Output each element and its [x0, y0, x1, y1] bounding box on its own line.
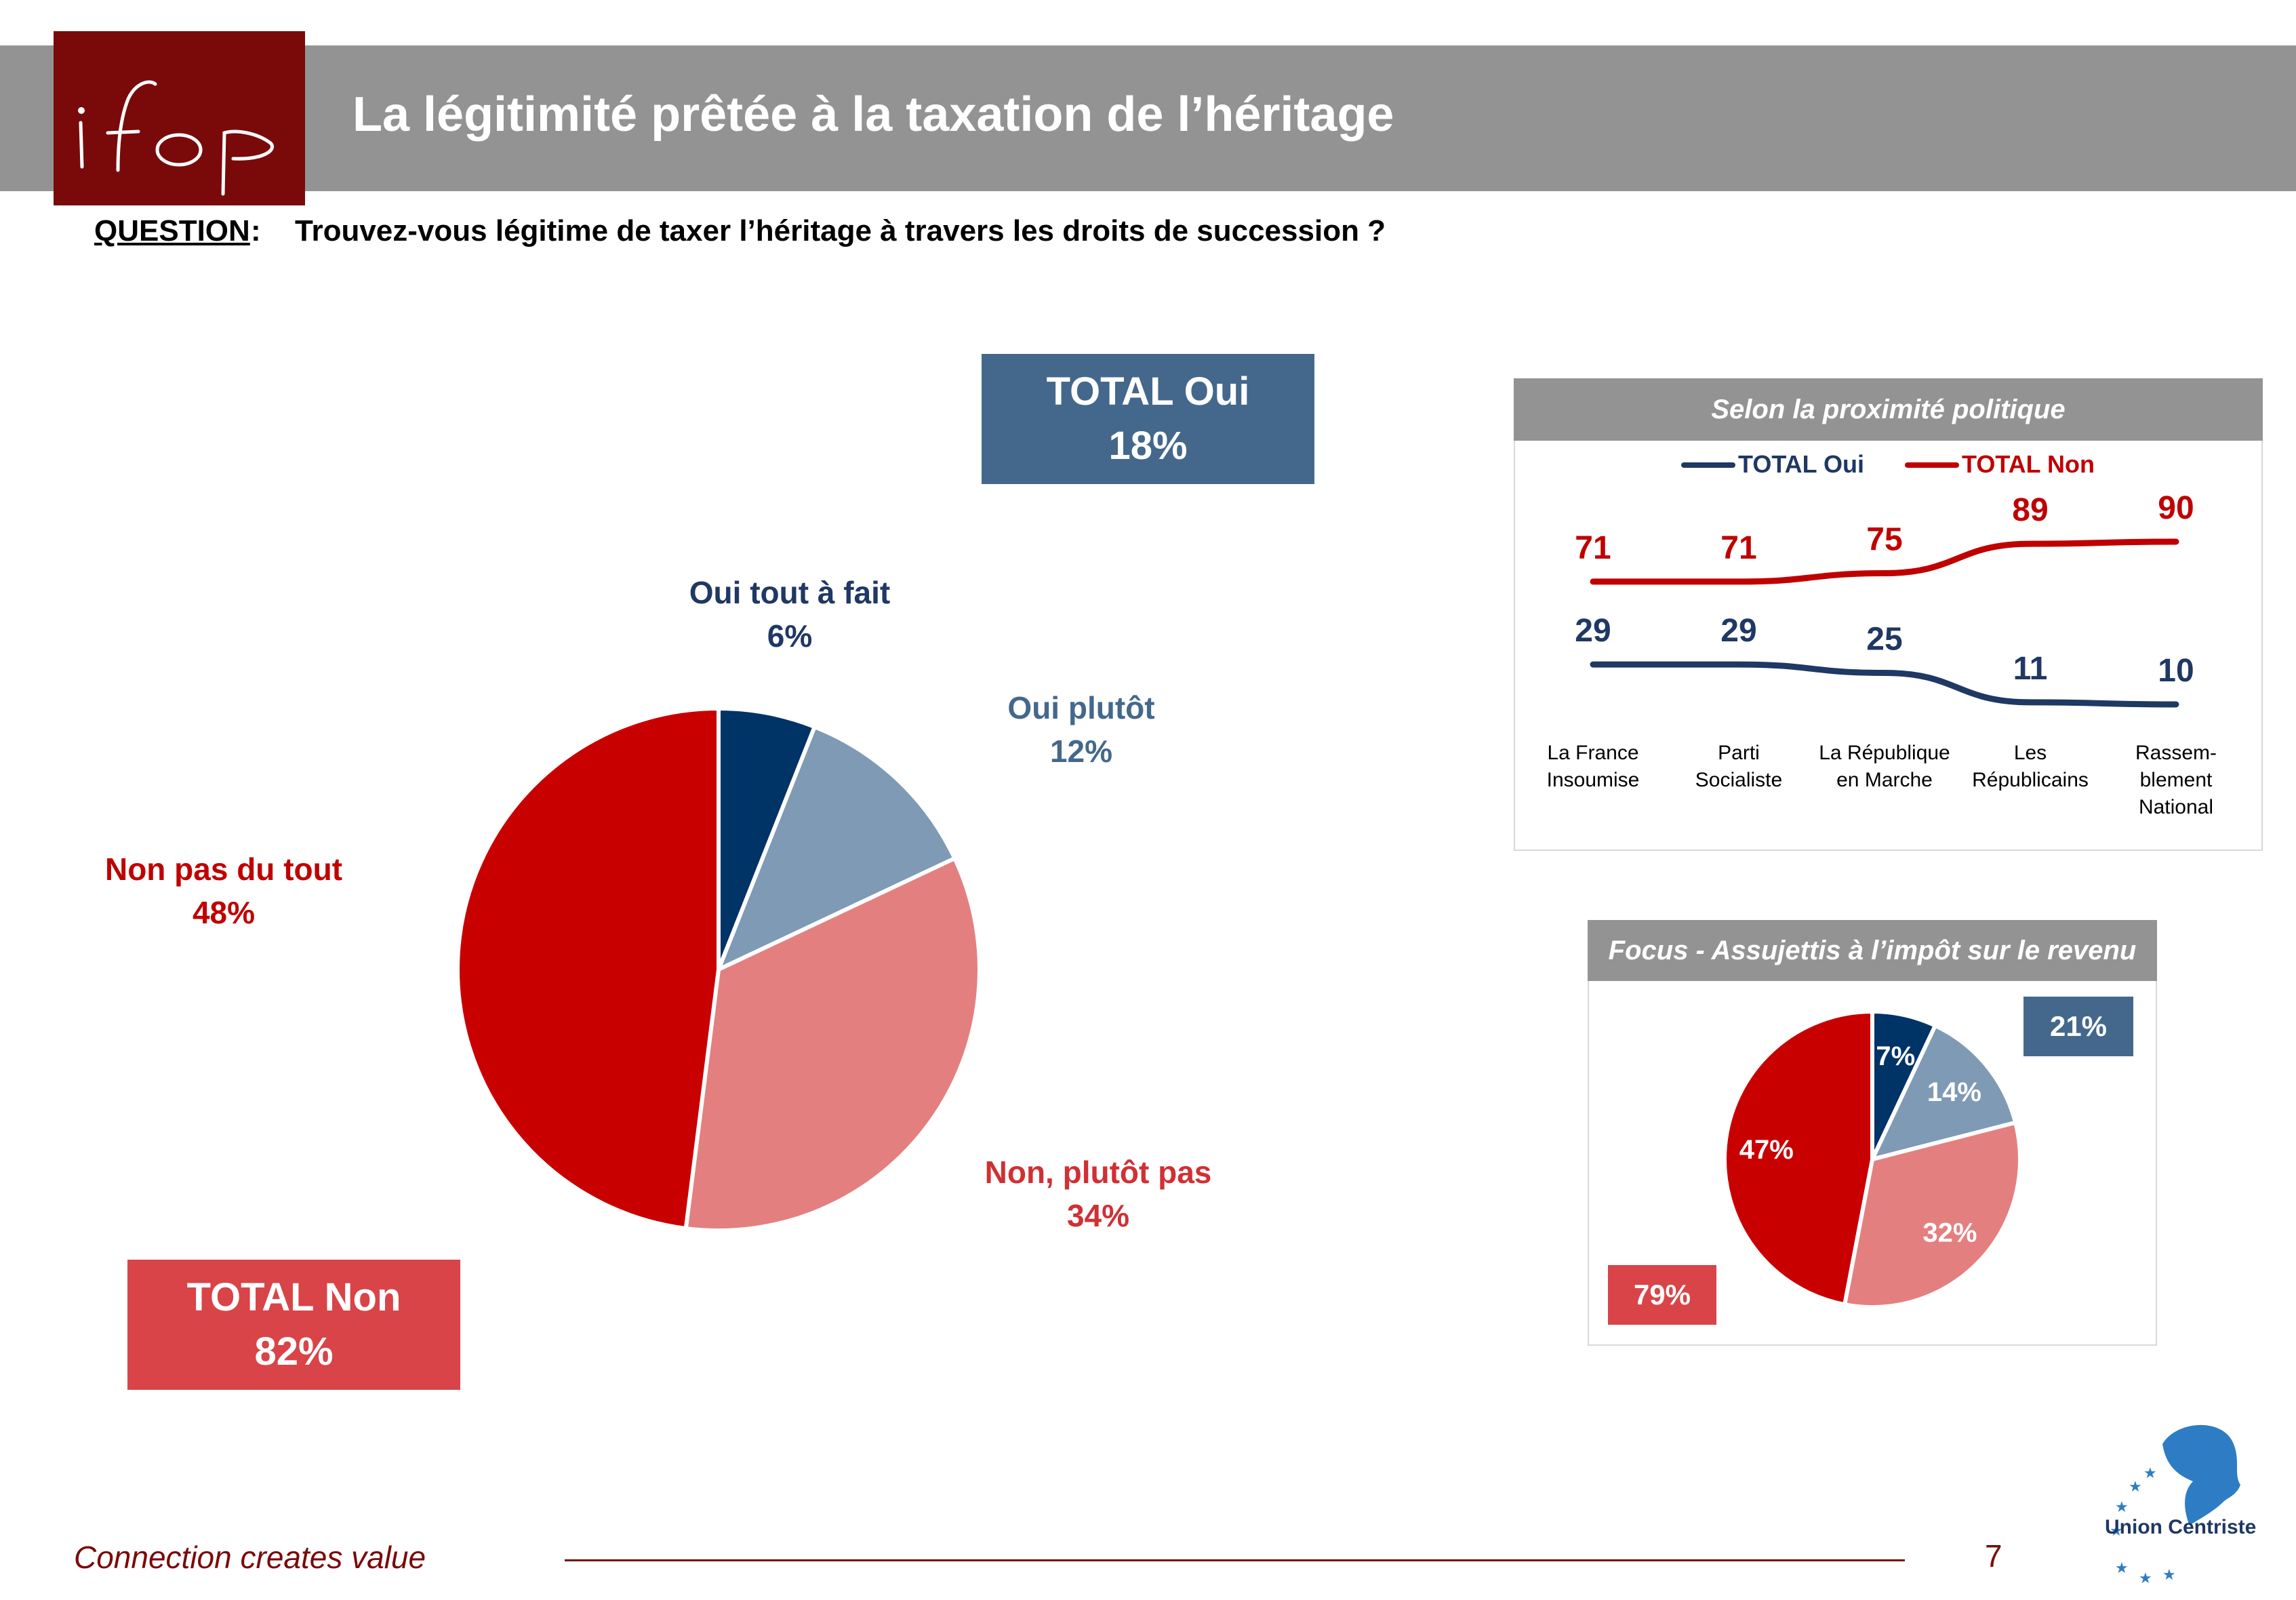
category-label-4: National	[2139, 796, 2213, 818]
political-legend: TOTAL Oui TOTAL Non	[1681, 447, 2156, 481]
stars-icon: ★ ★ ★ ★ ★ ★ ★	[2110, 1465, 2176, 1586]
category-label-1: Socialiste	[1695, 769, 1782, 791]
data-label-non-3: 89	[2012, 492, 2048, 528]
slice-non-plutot	[1842, 1120, 2022, 1309]
category-label-0: Insoumise	[1547, 769, 1640, 791]
slice-label-non-plutot-name: Non, plutôt pas	[984, 1155, 1212, 1190]
focus-total-non-box: 79%	[1608, 1265, 1716, 1325]
political-line-chart: 29 29 25 11 10 71 71 75 89 90 La France Insoumise Pa…	[1547, 490, 2217, 818]
total-non-box: TOTAL Non 82%	[127, 1260, 460, 1390]
header-bar	[0, 45, 2296, 191]
data-label-non-4: 90	[2158, 490, 2194, 526]
slice-oui-plutot	[714, 724, 958, 974]
focus-pie-chart: 7% 14% 32% 47%	[1723, 1009, 2022, 1309]
slice-label-oui-tout-name: Oui tout à fait	[689, 575, 891, 610]
legend-label-non: TOTAL Non	[1962, 450, 2095, 478]
svg-text:★: ★	[2139, 1570, 2152, 1586]
svg-text:★: ★	[2115, 1499, 2129, 1516]
total-non-value: 82%	[254, 1329, 334, 1374]
data-label-oui-1: 29	[1720, 613, 1756, 649]
focus-panel-title: Focus - Assujettis à l’impôt sur le reve…	[1588, 920, 2157, 981]
slice-label-oui-tout-value: 6%	[767, 618, 813, 654]
legend-swatch-oui	[1681, 462, 1735, 468]
category-label-3: Les	[2014, 742, 2047, 764]
political-panel	[1514, 378, 2263, 851]
svg-text:★: ★	[2162, 1567, 2176, 1584]
union-centriste-name: Union Centriste	[2105, 1516, 2257, 1538]
category-label-1: Parti	[1718, 742, 1760, 764]
ifop-logo-mark	[78, 80, 274, 196]
page-title: La légitimité prêtée à la taxation de l’…	[353, 87, 1394, 142]
data-label-oui-0: 29	[1575, 613, 1611, 649]
category-label-0: La France	[1547, 742, 1638, 764]
svg-text:★: ★	[2129, 1479, 2142, 1496]
data-label-non-1: 71	[1720, 530, 1756, 566]
slice-non-tout	[456, 706, 721, 1231]
slice-oui-tout-label: 7%	[1876, 1041, 1915, 1071]
slice-non-tout	[1723, 1009, 1874, 1307]
total-non-label: TOTAL Non	[186, 1275, 401, 1319]
slice-non-plutot-label: 32%	[1922, 1218, 1977, 1247]
page-number: 7	[1985, 1538, 2002, 1574]
slice-oui-plutot-label: 14%	[1927, 1077, 1981, 1107]
data-label-oui-4: 10	[2158, 653, 2194, 689]
slice-label-non-plutot-value: 34%	[1066, 1198, 1130, 1233]
slice-label-non-plutot: Non, plutôt pas 34%	[949, 1151, 1247, 1237]
slice-label-oui-plutot: Oui plutôt 12%	[949, 686, 1213, 773]
category-label-2: La République	[1819, 742, 1950, 764]
main-pie-chart	[456, 706, 982, 1233]
slice-label-oui-tout: Oui tout à fait 6%	[651, 571, 929, 658]
union-centriste-logo: ★ ★ ★ ★ ★ ★ ★	[2110, 1424, 2240, 1586]
total-oui-value: 18%	[1108, 424, 1188, 468]
political-panel-title: Selon la proximité politique	[1514, 378, 2263, 441]
total-oui-label: TOTAL Oui	[1046, 369, 1250, 414]
question-colon: :	[251, 214, 261, 247]
legend-label-oui: TOTAL Oui	[1738, 450, 1864, 478]
ifop-logo	[54, 31, 305, 205]
slice-label-non-tout-value: 48%	[192, 895, 256, 930]
legend-swatch-non	[1905, 462, 1959, 468]
data-label-oui-3: 11	[2013, 651, 2048, 687]
slice-oui-plutot	[1868, 1022, 2018, 1163]
category-label-4: Rassem-	[2135, 742, 2217, 764]
category-label-2: en Marche	[1836, 769, 1933, 791]
slice-label-non-tout-name: Non pas du tout	[104, 852, 343, 887]
category-label-3: Républicains	[1972, 769, 2089, 791]
category-label-4: blement	[2140, 769, 2213, 791]
question-label: QUESTION	[94, 214, 250, 247]
data-label-non-2: 75	[1866, 522, 1902, 558]
slice-label-oui-plutot-value: 12%	[1049, 734, 1113, 769]
slice-non-tout-label: 47%	[1739, 1135, 1794, 1165]
slice-label-oui-plutot-name: Oui plutôt	[1007, 690, 1155, 725]
data-label-oui-2: 25	[1866, 622, 1902, 658]
svg-text:★: ★	[2110, 1523, 2123, 1540]
svg-text:★: ★	[2115, 1560, 2129, 1577]
series-line-total-non	[1590, 538, 2179, 585]
footer-tagline: Connection creates value	[74, 1540, 426, 1575]
svg-text:★: ★	[2143, 1465, 2157, 1482]
footer-divider	[565, 1559, 1905, 1561]
slice-non-plutot	[683, 856, 982, 1233]
focus-total-oui-box: 21%	[2023, 997, 2133, 1056]
slice-label-non-tout: Non pas du tout 48%	[81, 847, 366, 934]
total-oui-box: TOTAL Oui 18%	[982, 354, 1314, 484]
data-label-non-0: 71	[1575, 530, 1611, 566]
question-text: Trouvez-vous légitime de taxer l’héritag…	[295, 214, 1386, 247]
series-line-total-oui	[1590, 661, 2179, 708]
